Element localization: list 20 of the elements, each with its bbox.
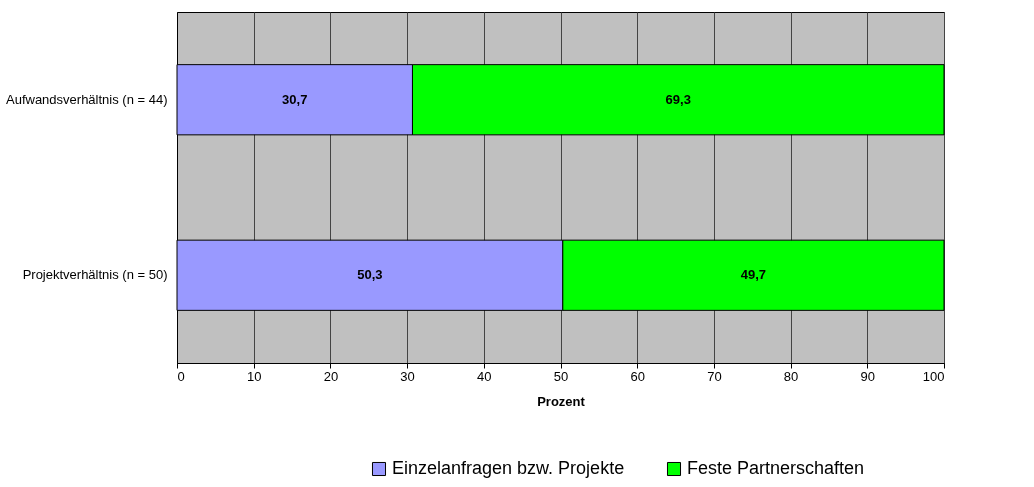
x-tick-label: 10 <box>246 368 262 384</box>
x-tick-label: 90 <box>860 368 876 384</box>
data-label: 69,3 <box>665 91 691 107</box>
x-tick-label: 60 <box>630 368 645 384</box>
y-tick-label: Projektverhältnis (n = 50) <box>22 267 168 283</box>
x-tick-label: 40 <box>477 368 492 384</box>
x-axis-title: Prozent <box>537 393 586 409</box>
x-tick-label: 20 <box>323 368 339 384</box>
data-label: 50,3 <box>357 267 383 283</box>
x-tick-label: 30 <box>400 368 415 384</box>
x-tick-label: 100 <box>922 368 945 384</box>
legend-label: Feste Partnerschaften <box>687 458 865 478</box>
x-tick-label: 70 <box>707 368 722 384</box>
legend-label: Einzelanfragen bzw. Projekte <box>392 458 625 478</box>
x-tick-label: 80 <box>783 368 799 384</box>
data-label: 30,7 <box>282 91 308 107</box>
y-tick-label: Aufwandsverhältnis (n = 44) <box>5 91 168 107</box>
x-tick-label: 0 <box>177 368 185 384</box>
data-label: 49,7 <box>740 267 767 283</box>
x-tick-label: 50 <box>553 368 569 384</box>
